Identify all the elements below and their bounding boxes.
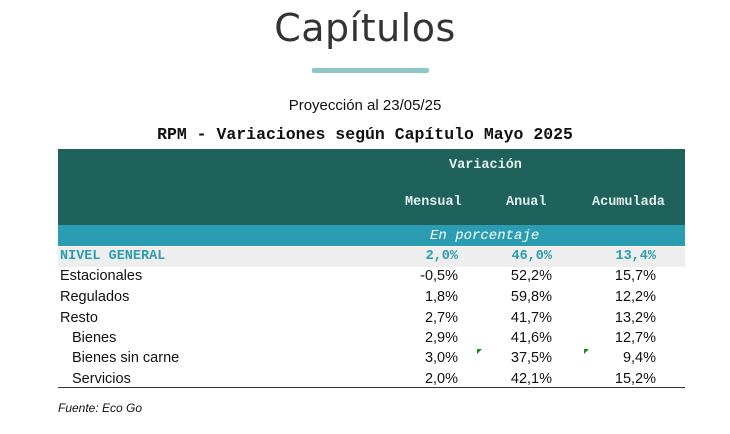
row-label-estacionales: Estacionales (60, 268, 143, 284)
group-header-variacion: Variación (449, 158, 522, 173)
cell-resto-mensual: 2,7% (424, 310, 458, 326)
cell-servicios-anual: 42,1% (510, 371, 552, 387)
comment-flag-marker (584, 349, 589, 354)
cell-nivel-general-mensual: 2,0% (425, 249, 458, 264)
cell-bienes-sin-carne-anual: 37,5% (510, 350, 552, 366)
cell-estacionales-acumulada: 15,7% (614, 268, 656, 284)
row-label-regulados: Regulados (60, 289, 130, 305)
unit-band (58, 225, 685, 246)
cell-regulados-anual: 59,8% (510, 289, 552, 305)
source-note: Fuente: Eco Go (58, 401, 143, 415)
cell-bienes-acumulada: 12,7% (614, 330, 656, 346)
cell-resto-anual: 41,7% (510, 310, 552, 326)
row-label-nivel-general: NIVEL GENERAL (60, 249, 166, 264)
row-label-resto: Resto (60, 310, 98, 326)
table-header (58, 149, 685, 225)
cell-regulados-acumulada: 12,2% (614, 289, 656, 305)
cell-nivel-general-acumulada: 13,4% (615, 249, 656, 264)
row-label-bienes: Bienes (72, 330, 117, 346)
table-bottom-border (58, 387, 685, 388)
cell-servicios-acumulada: 15,2% (614, 371, 656, 387)
cell-estacionales-anual: 52,2% (510, 268, 552, 284)
cell-estacionales-mensual: -0,5% (420, 268, 458, 284)
cell-bienes-sin-carne-acumulada: 9,4% (622, 350, 656, 366)
column-header-anual: Anual (506, 195, 547, 210)
cell-bienes-mensual: 2,9% (424, 330, 458, 346)
nivel-general-band (58, 247, 685, 267)
cell-bienes-anual: 41,6% (510, 330, 552, 346)
cell-resto-acumulada: 13,2% (614, 310, 656, 326)
page-title: Capítulos (274, 6, 456, 50)
column-header-acumulada: Acumulada (592, 195, 665, 210)
column-header-mensual: Mensual (405, 195, 462, 210)
projection-date: Proyección al 23/05/25 (288, 97, 442, 114)
unit-label: En porcentaje (430, 228, 540, 244)
row-label-servicios: Servicios (72, 371, 131, 387)
cell-nivel-general-anual: 46,0% (511, 249, 552, 264)
title-underline (312, 68, 429, 73)
cell-regulados-mensual: 1,8% (424, 289, 458, 305)
cell-bienes-sin-carne-mensual: 3,0% (424, 350, 458, 366)
comment-flag-marker (477, 349, 482, 354)
table-title: RPM - Variaciones según Capítulo Mayo 20… (157, 125, 573, 144)
cell-servicios-mensual: 2,0% (424, 371, 458, 387)
row-label-bienes-sin-carne: Bienes sin carne (72, 350, 180, 366)
